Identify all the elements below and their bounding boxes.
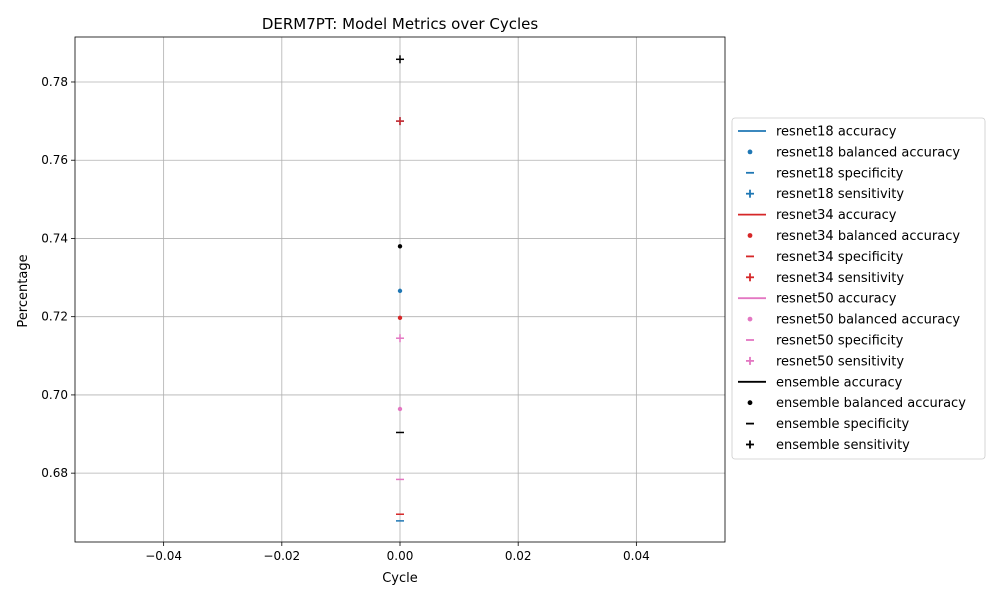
plot-border bbox=[74, 36, 726, 543]
y-tick-label: 0.78 bbox=[41, 75, 68, 89]
legend-marker-plus bbox=[746, 273, 754, 282]
legend-label: ensemble balanced accuracy bbox=[776, 396, 966, 411]
x-tick-label: −0.04 bbox=[145, 549, 182, 563]
resnet18-balanced-accuracy-point bbox=[397, 288, 403, 294]
data-marks bbox=[396, 55, 404, 522]
legend-marker-dot bbox=[747, 400, 753, 406]
y-tick-label: 0.70 bbox=[41, 388, 68, 402]
legend-label: resnet34 specificity bbox=[776, 250, 904, 265]
legend-box bbox=[731, 117, 986, 460]
x-tick-label: 0.04 bbox=[623, 549, 650, 563]
legend-label: ensemble sensitivity bbox=[776, 438, 910, 453]
legend-label: resnet34 balanced accuracy bbox=[776, 229, 960, 244]
y-tick-label: 0.76 bbox=[41, 153, 68, 167]
legend-label: ensemble accuracy bbox=[776, 375, 903, 390]
x-tick-label: 0.00 bbox=[387, 549, 414, 563]
legend-label: resnet18 balanced accuracy bbox=[776, 145, 960, 160]
legend-marker-plus bbox=[746, 440, 754, 449]
legend-marker-dot bbox=[747, 316, 753, 322]
plot-frame bbox=[74, 36, 726, 543]
legend-label: resnet18 accuracy bbox=[776, 125, 897, 140]
legend-label: resnet50 specificity bbox=[776, 334, 904, 349]
legend-marker-dot bbox=[747, 149, 753, 155]
legend-marker-plus bbox=[746, 356, 754, 365]
legend-label: resnet34 sensitivity bbox=[776, 271, 904, 286]
resnet50-sensitivity-point bbox=[396, 334, 404, 343]
x-axis-label: Cycle bbox=[382, 571, 418, 586]
resnet34-balanced-accuracy-point bbox=[397, 315, 403, 321]
chart-title: DERM7PT: Model Metrics over Cycles bbox=[262, 15, 539, 33]
y-tick-label: 0.72 bbox=[41, 310, 68, 324]
legend-label: resnet50 accuracy bbox=[776, 292, 897, 307]
x-tick-label: −0.02 bbox=[263, 549, 300, 563]
legend-label: resnet50 balanced accuracy bbox=[776, 313, 960, 328]
legend: resnet18 accuracy resnet18 balanced accur… bbox=[731, 117, 986, 460]
legend-label: ensemble specificity bbox=[776, 417, 909, 432]
ensemble-balanced-accuracy-point bbox=[397, 244, 403, 249]
legend-label: resnet18 sensitivity bbox=[776, 187, 904, 202]
x-axis-ticks: −0.04 −0.02 0.00 0.02 0.04 bbox=[145, 542, 650, 563]
legend-marker-dot bbox=[747, 233, 753, 238]
y-axis-ticks: 0.68 0.70 0.72 0.74 0.76 0.78 bbox=[41, 75, 75, 480]
resnet34-sensitivity-point bbox=[396, 117, 404, 126]
resnet50-balanced-accuracy-point bbox=[397, 406, 403, 412]
y-axis-label: Percentage bbox=[16, 254, 31, 327]
legend-marker-plus bbox=[746, 189, 754, 198]
legend-label: resnet34 accuracy bbox=[776, 208, 897, 223]
y-tick-label: 0.74 bbox=[41, 231, 68, 245]
legend-label: resnet50 sensitivity bbox=[776, 354, 904, 369]
ensemble-sensitivity-point bbox=[396, 55, 404, 64]
y-tick-label: 0.68 bbox=[41, 466, 68, 480]
legend-label: resnet18 specificity bbox=[776, 166, 904, 181]
x-tick-label: 0.02 bbox=[505, 549, 532, 563]
